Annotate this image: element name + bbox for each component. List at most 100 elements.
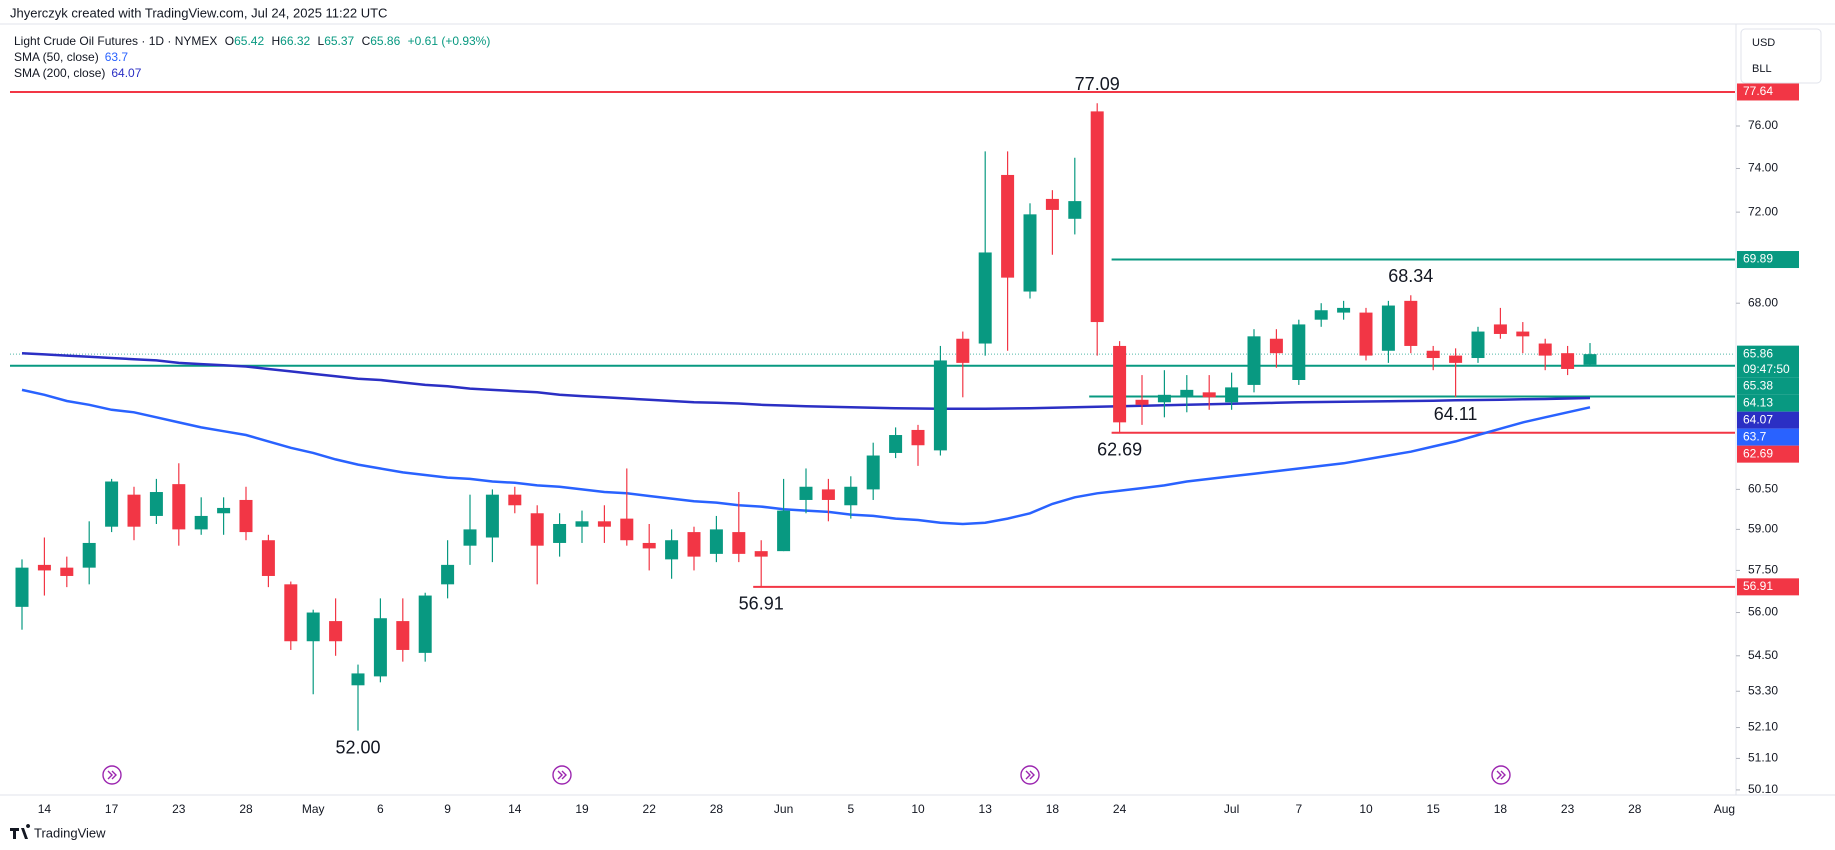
candle-body (866, 455, 880, 490)
y-tick-label: 76.00 (1748, 118, 1778, 132)
candle-body (687, 532, 701, 557)
ohlc-label: C (362, 34, 371, 48)
candle-body (553, 523, 567, 543)
credit: Jhyerczyk created with TradingView.com, … (10, 5, 387, 20)
sma-line (21, 351, 1591, 411)
candle-body (441, 564, 455, 585)
x-tick-label: Jul (1224, 802, 1239, 816)
currency-box[interactable] (1740, 28, 1822, 84)
event-icon[interactable] (1491, 765, 1511, 785)
candle-body (1359, 312, 1373, 356)
x-tick-label: 15 (1427, 802, 1441, 816)
x-tick-label: 10 (911, 802, 925, 816)
y-tick-label: 56.00 (1748, 605, 1778, 619)
series-name: SMA (200, close) (14, 66, 105, 80)
event-icon[interactable] (102, 765, 122, 785)
candle-body (1068, 201, 1082, 219)
candle-body (1337, 307, 1351, 313)
x-tick-label: 13 (979, 802, 993, 816)
price-annotation: 62.69 (1097, 439, 1142, 459)
candle-body (485, 494, 499, 538)
candle-body (1292, 324, 1306, 380)
y-tick-label: 59.00 (1748, 522, 1778, 536)
event-icons (102, 765, 1511, 785)
price-tag-label: 62.69 (1743, 446, 1773, 460)
price-tag-label: 64.13 (1743, 395, 1773, 409)
candle-body (1023, 214, 1037, 292)
ohlc-value: 66.32 (280, 34, 310, 48)
candle-body (60, 567, 74, 576)
candle-body (1449, 355, 1463, 363)
candle-body (597, 521, 611, 527)
event-arrow (1025, 770, 1035, 780)
legend-sma200: SMA (200, close) 64.07 (14, 66, 142, 80)
candle-body (1381, 305, 1395, 351)
price-tag (1737, 394, 1799, 412)
candle-body (911, 429, 925, 446)
candle-body (418, 595, 432, 653)
series-value: 63.7 (105, 50, 129, 64)
candle-body (956, 338, 970, 363)
ohlc-label: L (318, 34, 325, 48)
x-tick-label: 28 (710, 802, 724, 816)
x-tick-label: 28 (1628, 802, 1642, 816)
y-tick-label: 60.50 (1748, 482, 1778, 496)
candle-body (530, 513, 544, 546)
y-tick-label: 72.00 (1748, 204, 1778, 218)
candle-body (351, 673, 365, 686)
candle-body (1090, 111, 1104, 323)
ohlc-value: 65.86 (370, 34, 400, 48)
x-tick-label: Jun (774, 802, 793, 816)
x-tick-label: 18 (1494, 802, 1508, 816)
candle-body (933, 360, 947, 451)
price-tag (1737, 411, 1799, 429)
price-annotation: 56.91 (739, 594, 784, 614)
candle-body (1225, 387, 1239, 403)
price-tag (1737, 445, 1799, 463)
candle-body (844, 486, 858, 506)
candle-body (1538, 343, 1552, 356)
y-tick-label: 51.10 (1748, 751, 1778, 765)
candle-body (1202, 392, 1216, 398)
price-tag (1737, 578, 1799, 596)
event-arrow (557, 770, 567, 780)
price-tag (1737, 83, 1799, 101)
candle-body (82, 542, 96, 568)
series-value: 64.07 (111, 66, 141, 80)
candle-body (978, 252, 992, 344)
currency: USD (1752, 37, 1775, 49)
event-icon[interactable] (1020, 765, 1040, 785)
x-tick-label: 10 (1359, 802, 1373, 816)
candle-body (665, 540, 679, 560)
price-tag-label: 77.64 (1743, 84, 1773, 98)
candle-body (1471, 331, 1485, 359)
candle-body (105, 481, 119, 527)
x-tick-label: Aug (1714, 802, 1735, 816)
candle-body (709, 529, 723, 554)
candle-body (1269, 338, 1283, 354)
candle-body (284, 584, 298, 642)
y-tick-label: 57.50 (1748, 563, 1778, 577)
price-tag-label: 65.38 (1743, 378, 1773, 392)
candle-body (1561, 353, 1575, 369)
x-tick-label: 22 (643, 802, 657, 816)
price-tag-label: 56.91 (1743, 579, 1773, 593)
candle-body (1314, 310, 1328, 320)
candle-body (194, 515, 208, 530)
candle-body (37, 564, 51, 571)
candle-body (261, 540, 275, 576)
x-tick-label: 17 (105, 802, 119, 816)
x-tick-label: 23 (172, 802, 186, 816)
x-tick-label: May (302, 802, 325, 816)
candle-body (1493, 324, 1507, 334)
price-annotation: 52.00 (335, 737, 380, 757)
symbol: Light Crude Oil Futures · 1D · NYMEX (14, 34, 217, 48)
y-tick-label: 74.00 (1748, 161, 1778, 175)
price-tag (1737, 428, 1799, 446)
unit: BLL (1752, 63, 1772, 75)
y-tick-label: 54.50 (1748, 648, 1778, 662)
x-tick-label: 18 (1046, 802, 1060, 816)
candle-body (1001, 174, 1015, 278)
event-icon[interactable] (552, 765, 572, 785)
